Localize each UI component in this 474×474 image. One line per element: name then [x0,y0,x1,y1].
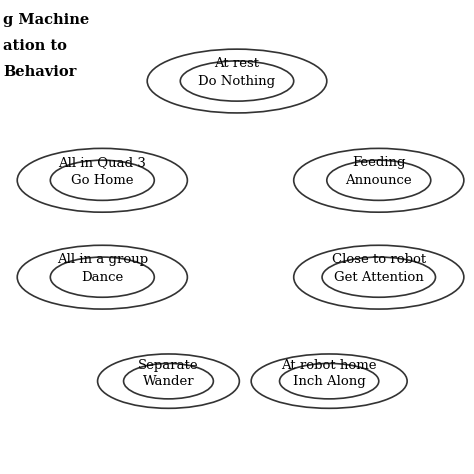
Text: Inch Along: Inch Along [293,374,365,388]
Text: Announce: Announce [346,174,412,187]
Text: Get Attention: Get Attention [334,271,424,283]
Text: ation to: ation to [3,38,67,53]
Text: Dance: Dance [81,271,123,283]
Text: g Machine: g Machine [3,13,89,27]
Text: At rest: At rest [215,56,259,70]
Text: Separate: Separate [138,359,199,372]
Text: Behavior: Behavior [3,64,76,79]
Text: Go Home: Go Home [71,174,134,187]
Text: At robot home: At robot home [282,359,377,372]
Text: Feeding: Feeding [352,156,406,169]
Text: All in Quad 3: All in Quad 3 [58,156,146,169]
Text: Close to robot: Close to robot [332,253,426,266]
Text: Wander: Wander [143,374,194,388]
Text: Do Nothing: Do Nothing [199,74,275,88]
Text: All in a group: All in a group [57,253,148,266]
